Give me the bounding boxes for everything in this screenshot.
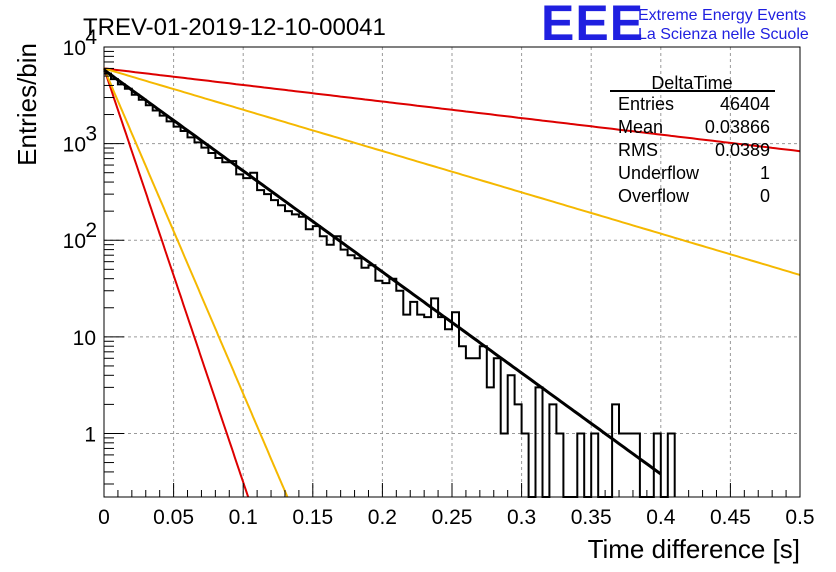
chart-title: TREV-01-2019-12-10-00041 (83, 14, 386, 41)
reference-line-red (103, 68, 250, 498)
stats-title: DeltaTime (651, 73, 732, 93)
stats-box: DeltaTime Entries 46404 Mean 0.03866 RMS… (610, 73, 775, 206)
x-tick-label: 0.35 (571, 506, 612, 529)
grid (104, 47, 800, 497)
stats-label-underflow: Underflow (618, 163, 700, 183)
x-tick-label: 0.3 (507, 506, 536, 529)
logo-line-1: Extreme Energy Events (638, 7, 806, 24)
y-tick-label: 10 (63, 134, 86, 157)
stats-value-overflow: 0 (760, 186, 770, 206)
reference-line-yellow (103, 68, 289, 498)
axis-ticks: 0 0.05 0.1 0.15 0.2 0.25 0.3 0.35 0.4 0.45 0.51101… (63, 26, 815, 529)
stats-label-rms: RMS (618, 140, 658, 160)
stats-value-rms: 0.0389 (715, 140, 770, 160)
fit-line (103, 68, 662, 476)
x-tick-label: 0 (98, 506, 110, 529)
x-tick-label: 0.2 (368, 506, 397, 529)
x-tick-label: 0.05 (153, 506, 194, 529)
eee-logo: EEE Extreme Energy Events La Scienza nel… (541, 0, 809, 51)
reference-line-yellow (103, 67, 801, 276)
logo-line-2: La Scienza nelle Scuole (638, 26, 809, 43)
stats-label-mean: Mean (618, 117, 663, 137)
y-tick-label: 10 (63, 230, 86, 253)
y-tick-label: 10 (63, 37, 86, 60)
x-tick-label: 0.25 (432, 506, 473, 529)
x-tick-label: 0.1 (229, 506, 258, 529)
y-tick-exponent: 2 (85, 219, 97, 242)
y-tick-exponent: 3 (85, 123, 97, 146)
x-axis-label: Time difference [s] (588, 534, 800, 564)
y-tick-label: 10 (73, 327, 96, 350)
x-tick-label: 0.15 (292, 506, 333, 529)
stats-label-overflow: Overflow (618, 186, 690, 206)
y-tick-exponent: 4 (85, 26, 97, 49)
stats-value-entries: 46404 (720, 94, 770, 114)
stats-value-underflow: 1 (760, 163, 770, 183)
stats-label-entries: Entries (618, 94, 674, 114)
reference-lines (103, 67, 801, 498)
x-tick-label: 0.4 (646, 506, 676, 529)
y-tick-label: 1 (84, 423, 96, 446)
logo-text: EEE (541, 0, 644, 51)
fit-curve (103, 68, 662, 476)
stats-value-mean: 0.03866 (705, 117, 770, 137)
x-tick-label: 0.45 (710, 506, 751, 529)
y-axis-label: Entries/bin (12, 43, 42, 166)
reference-line-red (103, 67, 801, 153)
x-tick-label: 0.5 (785, 506, 814, 529)
